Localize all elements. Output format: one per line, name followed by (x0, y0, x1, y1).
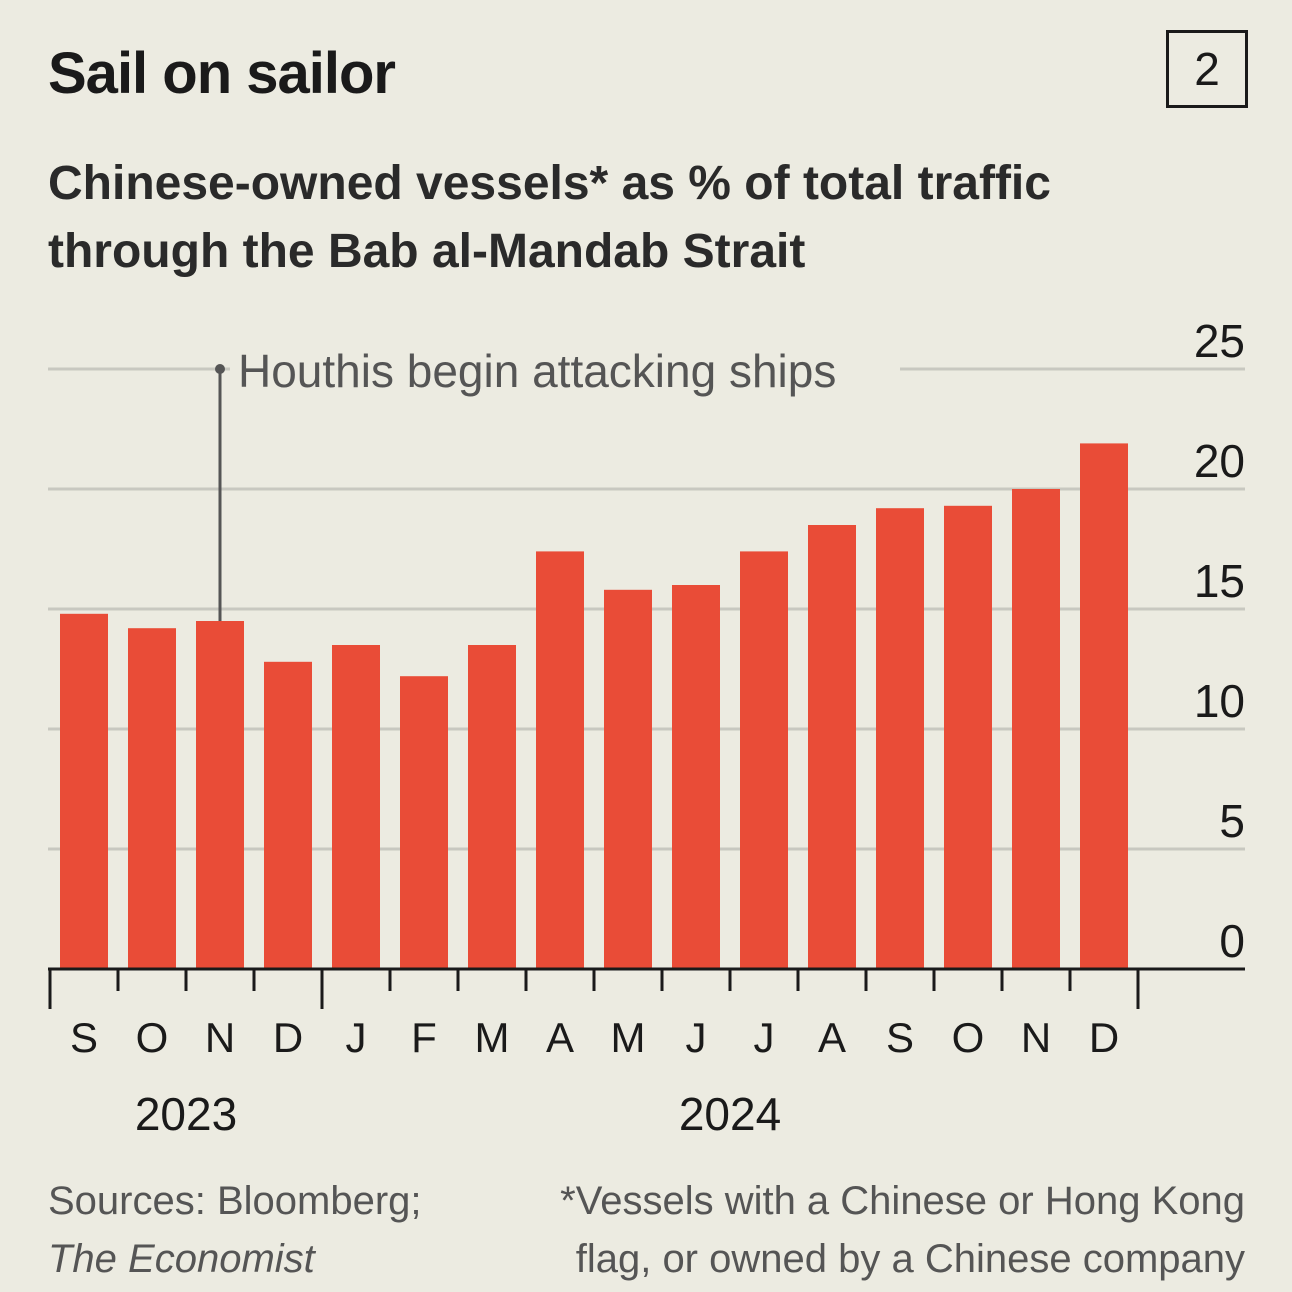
x-tick-label: S (70, 1014, 98, 1061)
x-tick-label: A (546, 1014, 574, 1061)
annotation-label: Houthis begin attacking ships (238, 345, 836, 397)
y-tick-label: 10 (1194, 675, 1245, 727)
x-tick-label: N (205, 1014, 235, 1061)
y-tick-label: 0 (1219, 915, 1245, 967)
bar-J (672, 585, 720, 969)
footnote-line-1: *Vessels with a Chinese or Hong Kong (560, 1179, 1245, 1223)
bar-N (196, 621, 244, 969)
bar-O (128, 628, 176, 969)
x-tick-label: F (411, 1014, 437, 1061)
y-tick-label: 5 (1219, 795, 1245, 847)
bar-M (604, 589, 652, 969)
chart-number-badge: 2 (1166, 30, 1248, 108)
x-tick-label: J (346, 1014, 367, 1061)
bar-S (876, 508, 924, 969)
bar-D (1080, 443, 1128, 969)
footnote-line-2: flag, or owned by a Chinese company (575, 1237, 1245, 1281)
x-tick-label: J (686, 1014, 707, 1061)
bar-F (400, 676, 448, 969)
bar-J (740, 551, 788, 969)
chart-title: Sail on sailor (48, 41, 396, 106)
bar-A (808, 525, 856, 969)
sources-publication: The Economist (48, 1237, 315, 1281)
y-tick-label: 20 (1194, 435, 1245, 487)
x-tick-label: D (273, 1014, 303, 1061)
annotation-background (230, 339, 900, 399)
year-label: 2024 (679, 1088, 781, 1140)
annotation-dot (215, 364, 225, 374)
bar-M (468, 645, 516, 969)
x-tick-label: A (818, 1014, 846, 1061)
x-tick-label: O (952, 1014, 985, 1061)
bar-J (332, 645, 380, 969)
x-tick-label: M (475, 1014, 510, 1061)
chart-subtitle: Chinese-owned vessels* as % of total tra… (48, 157, 1051, 278)
sources-text: Sources: Bloomberg; (48, 1179, 422, 1223)
x-tick-label: D (1089, 1014, 1119, 1061)
x-tick-label: M (611, 1014, 646, 1061)
y-tick-label: 15 (1194, 555, 1245, 607)
bar-D (264, 661, 312, 969)
bar-A (536, 551, 584, 969)
x-tick-label: O (136, 1014, 169, 1061)
x-tick-label: N (1021, 1014, 1051, 1061)
footnote: *Vessels with a Chinese or Hong Kong fla… (560, 1172, 1245, 1288)
y-tick-label: 25 (1194, 315, 1245, 367)
bar-O (944, 505, 992, 969)
bar-N (1012, 489, 1060, 969)
sources: Sources: Bloomberg; The Economist (48, 1172, 422, 1288)
year-label: 2023 (135, 1088, 237, 1140)
x-tick-label: S (886, 1014, 914, 1061)
x-tick-label: J (754, 1014, 775, 1061)
bar-S (60, 613, 108, 969)
